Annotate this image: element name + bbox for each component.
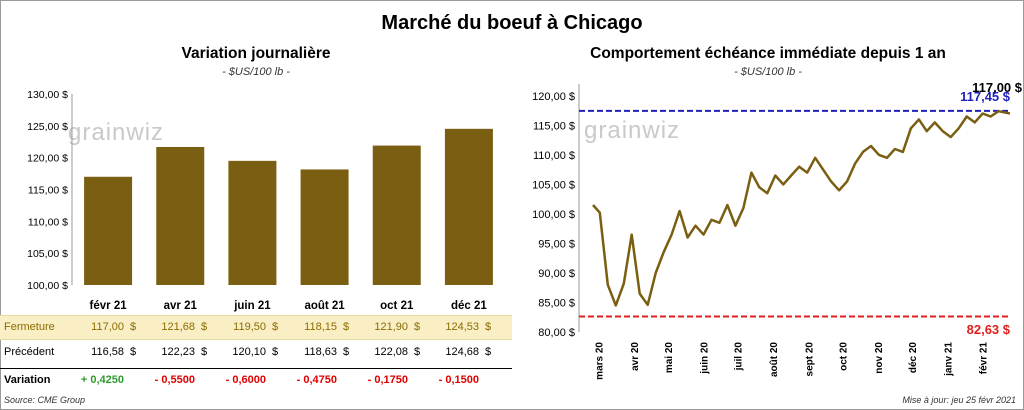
x-tick-label: juin 20 (700, 342, 711, 375)
row-label: Variation (4, 374, 51, 386)
dollar-sign: $ (343, 321, 350, 333)
table-cell: 121,90 (374, 321, 408, 333)
bar (84, 176, 133, 285)
table-cell: 124,53 (445, 321, 479, 333)
row-label: Précédent (4, 346, 55, 358)
x-tick-label: févr 21 (979, 342, 990, 375)
x-tick-label: juil 20 (734, 342, 745, 372)
y-tick-label: 115,00 $ (28, 185, 68, 197)
y-tick-label: 120,00 $ (532, 91, 575, 103)
y-tick-label: 130,00 $ (27, 89, 68, 101)
y-tick-label: 120,00 $ (27, 153, 68, 165)
table-cell: 119,50 (233, 321, 266, 333)
x-tick-label: août 20 (769, 342, 780, 377)
y-tick-label: 100,00 $ (532, 209, 575, 221)
table-cell: 120,10 (232, 346, 266, 358)
series-line (592, 109, 1011, 307)
last-value-label: 117,00 $ (972, 80, 1023, 95)
left-chart-title: Variation journalière (181, 45, 331, 62)
y-tick-label: 105,00 $ (27, 248, 68, 260)
y-tick-label: 85,00 $ (538, 297, 575, 309)
table-cell: - 0,1500 (438, 374, 479, 386)
dollar-sign: $ (201, 346, 208, 358)
y-tick-label: 105,00 $ (532, 179, 575, 191)
page-title: Marché du boeuf à Chicago (381, 12, 643, 34)
dollar-sign: $ (414, 346, 421, 358)
dollar-sign: $ (130, 321, 137, 333)
x-tick-label: sept 20 (804, 342, 815, 377)
dollar-sign: $ (201, 321, 208, 333)
y-tick-label: 110,00 $ (28, 216, 68, 228)
bar (372, 145, 421, 285)
x-tick-label: avr 20 (630, 342, 641, 371)
dollar-sign: $ (343, 346, 350, 358)
x-tick-label: juin 21 (233, 300, 271, 312)
x-tick-label: janv 21 (943, 342, 954, 377)
dollar-sign: $ (272, 346, 279, 358)
bar (156, 146, 205, 285)
source-note: Source: CME Group (4, 395, 86, 405)
x-tick-label: mars 20 (595, 342, 606, 380)
left-watermark: grainwiz (68, 119, 164, 146)
x-tick-label: févr 21 (90, 300, 128, 312)
dollar-sign: $ (130, 346, 137, 358)
low-value-label: 82,63 $ (967, 322, 1011, 337)
table-cell: 124,68 (445, 346, 479, 358)
table-cell: 117,00 (91, 321, 124, 333)
bar (300, 169, 349, 285)
update-note: Mise à jour: jeu 25 févr 2021 (902, 395, 1016, 405)
y-tick-label: 115,00 $ (533, 120, 575, 132)
x-tick-label: oct 20 (839, 342, 850, 371)
y-tick-label: 110,00 $ (533, 150, 575, 162)
table-row-variation: Variation + 0,4250 - 0,5500 - 0,6000 - 0… (0, 368, 512, 392)
x-tick-label: avr 21 (164, 300, 198, 312)
y-tick-label: 90,00 $ (538, 268, 575, 280)
table-row-fermeture: Fermeture 117,00 $ 121,68 $ 119,50 $ 118,15… (0, 315, 512, 340)
y-tick-label: 125,00 $ (27, 121, 68, 133)
high-value-label: 117,45 $ (960, 89, 1011, 104)
table-cell: - 0,4750 (296, 374, 337, 386)
dollar-sign: $ (414, 321, 421, 333)
y-tick-label: 80,00 $ (538, 327, 575, 339)
table-cell: - 0,6000 (225, 374, 266, 386)
right-chart-unit: - $US/100 lb - (734, 66, 802, 78)
dollar-sign: $ (485, 321, 492, 333)
table-cell: 116,58 (91, 346, 124, 358)
x-tick-label: nov 20 (874, 342, 885, 374)
y-tick-label: 95,00 $ (538, 238, 575, 250)
x-tick-label: août 21 (304, 300, 345, 312)
table-row-precedent: Précédent 116,58 $ 122,23 $ 120,10 $ 118,63… (0, 341, 512, 364)
table-cell: 121,68 (161, 321, 195, 333)
right-chart-title: Comportement échéance immédiate depuis 1… (590, 45, 946, 62)
table-cell: 118,15 (304, 321, 337, 333)
left-chart-unit: - $US/100 lb - (222, 66, 290, 78)
x-tick-label: déc 20 (908, 342, 919, 374)
x-tick-label: mai 20 (664, 342, 675, 374)
row-label: Fermeture (4, 321, 55, 333)
bar (228, 160, 277, 285)
line-chart: grainwiz 80,00 $ 85,00 $ 90,00 $ 95,00 $ 100… (532, 80, 1023, 380)
dollar-sign: $ (485, 346, 492, 358)
x-tick-label: déc 21 (451, 300, 487, 312)
table-cell: 118,63 (304, 346, 337, 358)
table-cell: - 0,1750 (367, 374, 408, 386)
table-cell: 122,23 (161, 346, 195, 358)
y-tick-label: 100,00 $ (27, 280, 68, 292)
dollar-sign: $ (272, 321, 279, 333)
table-cell: + 0,4250 (80, 374, 124, 386)
table-cell: 122,08 (374, 346, 408, 358)
x-tick-label: oct 21 (380, 300, 414, 312)
table-cell: - 0,5500 (154, 374, 195, 386)
bar (444, 128, 493, 285)
right-watermark: grainwiz (584, 117, 680, 144)
bar-chart: grainwiz 100,00 $ 105,00 $ 110,00 $ 115,00 … (27, 89, 493, 312)
